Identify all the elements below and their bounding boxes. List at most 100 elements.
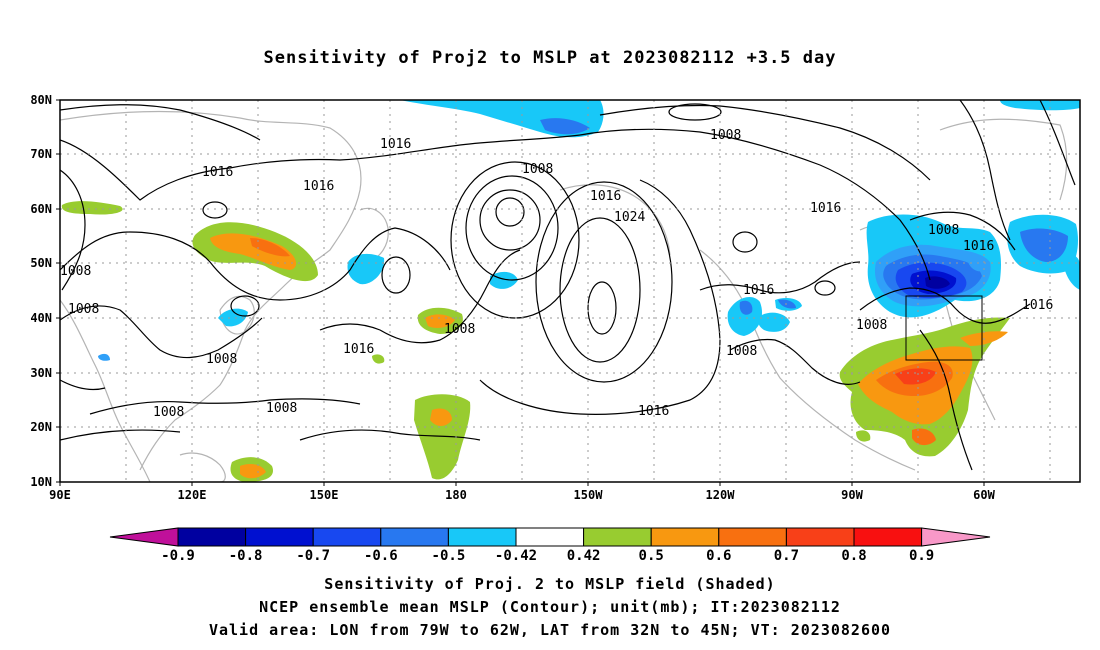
footer-caption-contour: NCEP ensemble mean MSLP (Contour); unit(… [259, 598, 841, 616]
contour-label: 1008 [68, 302, 99, 317]
contour-label: 1016 [810, 201, 841, 216]
map-panel: 1016 1016 1016 1008 1008 1016 1024 1008 … [60, 100, 1080, 482]
colorbar-box [785, 527, 855, 547]
contour-label: 1008 [60, 264, 91, 279]
low-contour-2 [479, 189, 541, 251]
alaska-coast-line [559, 184, 671, 256]
lat-label: 50N [30, 256, 52, 270]
colorbar-label: 0.6 [706, 548, 731, 564]
lon-label: 90W [841, 488, 863, 502]
lon-label: 150W [574, 488, 604, 502]
footer-caption-shaded: Sensitivity of Proj. 2 to MSLP field (Sh… [324, 575, 776, 593]
contour-label: 1016 [1022, 298, 1053, 313]
contour-label: 1016 [380, 137, 411, 152]
contour-label: 1008 [444, 322, 475, 337]
contour-line [60, 104, 261, 141]
contour-line [60, 429, 181, 441]
contour-line [729, 338, 861, 385]
contour-line [919, 329, 973, 471]
colorbar-box [650, 527, 720, 547]
contour-label: 1016 [202, 165, 233, 180]
small-contour [230, 295, 260, 317]
contour-line [579, 128, 931, 281]
lat-label: 40N [30, 311, 52, 325]
contour-line [599, 104, 931, 181]
contour-line [959, 100, 1011, 241]
contour-line [60, 169, 86, 291]
colorbar-box [380, 527, 449, 547]
small-contour [202, 201, 228, 219]
contour-line [909, 211, 1016, 251]
colorbar-label: 0.7 [774, 548, 799, 564]
map-title: Sensitivity of Proj2 to MSLP at 20230821… [263, 48, 837, 68]
colorbar-box [853, 527, 923, 547]
contour-line [89, 398, 361, 415]
arctic-low-contour [668, 103, 722, 121]
contour-label: 1016 [963, 239, 994, 254]
contour-label: 1008 [206, 352, 237, 367]
contour-label: 1008 [522, 162, 553, 177]
contour-label: 1008 [153, 405, 184, 420]
colorbar-labels: -0.9 -0.8 -0.7 -0.6 -0.5 -0.42 0.42 0.5 … [161, 548, 934, 564]
colorbar [109, 527, 991, 547]
lon-label: 180 [445, 488, 467, 502]
colorbar-label: -0.6 [364, 548, 398, 564]
lat-label: 20N [30, 420, 52, 434]
colorbar-min-arrow [109, 527, 179, 547]
contour-line [60, 134, 581, 201]
contour-label: 1008 [726, 344, 757, 359]
lat-label: 80N [30, 93, 52, 107]
contour-label: 1024 [614, 210, 645, 225]
colorbar-label: 0.8 [841, 548, 866, 564]
lon-label: 150E [310, 488, 339, 502]
latitude-labels: 80N 70N 60N 50N 40N 30N 20N 10N [30, 93, 52, 489]
high-contour-1 [587, 281, 617, 335]
colorbar-label: -0.7 [296, 548, 330, 564]
colorbar-label: -0.9 [161, 548, 195, 564]
contour-line [479, 179, 721, 415]
contour-line [319, 249, 521, 344]
contour-label: 1008 [856, 318, 887, 333]
map-frame [59, 99, 1081, 483]
colorbar-label: 0.9 [909, 548, 934, 564]
colorbar-box [447, 527, 517, 547]
valid-area-box [905, 295, 983, 361]
contour-label: 1016 [343, 342, 374, 357]
colorbar-label: -0.5 [432, 548, 466, 564]
footer-caption-valid-area: Valid area: LON from 79W to 62W, LAT fro… [208, 621, 892, 639]
contour-line [299, 429, 481, 441]
lat-label: 30N [30, 366, 52, 380]
colorbar-box [718, 527, 787, 547]
contour-label: 1008 [266, 401, 297, 416]
high-contour-3 [535, 181, 673, 383]
asia-coast-line [60, 110, 362, 471]
colorbar-box [245, 527, 314, 547]
tick-marks [56, 99, 985, 486]
lon-label: 90E [49, 488, 71, 502]
colorbar-box [177, 527, 247, 547]
korea-japan-line [219, 295, 255, 335]
low-contour-3 [465, 175, 559, 281]
contour-labels: 1016 1016 1016 1008 1008 1016 1024 1008 … [60, 128, 1053, 420]
lon-label: 120E [178, 488, 207, 502]
contour-line [1039, 100, 1076, 186]
longitude-labels: 90E 120E 150E 180 150W 120W 90W 60W [49, 488, 995, 502]
low-contour-1 [495, 197, 525, 227]
contour-label: 1008 [710, 128, 741, 143]
colorbar-label: -0.8 [229, 548, 263, 564]
gridlines [60, 100, 1080, 482]
lat-label: 10N [30, 475, 52, 489]
contour-line [60, 305, 263, 359]
colorbar-label: 0.42 [567, 548, 601, 564]
contour-label: 1016 [590, 189, 621, 204]
greenland-line [939, 118, 1068, 201]
contour-label: 1008 [928, 223, 959, 238]
lat-label: 60N [30, 202, 52, 216]
philippines-line [179, 452, 226, 482]
lon-label: 120W [706, 488, 736, 502]
colorbar-box [515, 527, 585, 547]
colorbar-box [583, 527, 652, 547]
colorbar-label: 0.5 [639, 548, 664, 564]
high-contour-2 [559, 217, 641, 363]
